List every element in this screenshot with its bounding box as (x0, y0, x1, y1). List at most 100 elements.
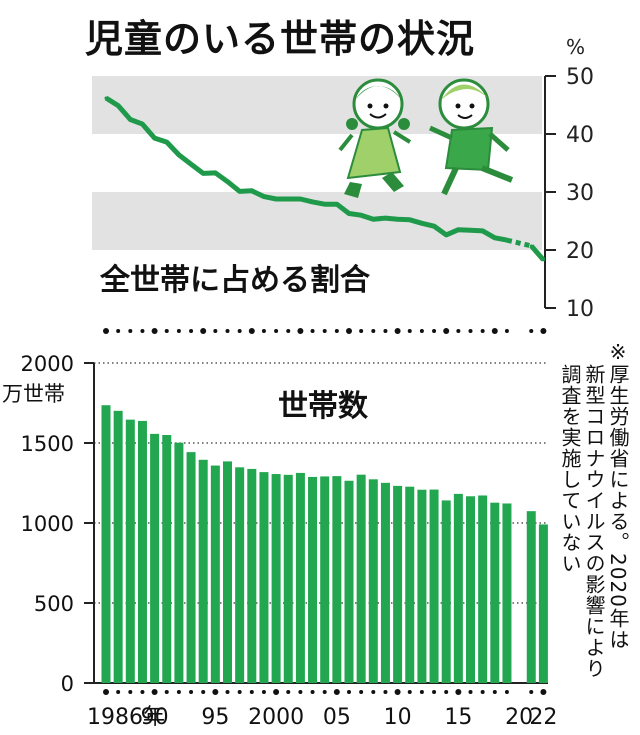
line-ytick-label: 40 (566, 123, 594, 148)
line-point (347, 211, 351, 215)
line-point (274, 197, 278, 201)
separator-dot (394, 328, 401, 334)
bar-chart-title: 世帯数 (278, 389, 369, 424)
bar-2000 (271, 474, 281, 683)
bar-ytick-label: 500 (34, 592, 74, 616)
line-point (311, 200, 315, 204)
separator-dot (504, 329, 509, 333)
separator-dot (359, 329, 364, 333)
bar-1995 (210, 465, 220, 683)
bar-1987 (113, 410, 123, 683)
line-point (541, 258, 545, 262)
bar-1994 (198, 459, 208, 683)
bar-2019 (502, 503, 512, 683)
separator-dot (237, 329, 242, 333)
bar-2021 (526, 511, 536, 683)
line-point (177, 153, 181, 157)
x-axis-dot (189, 690, 194, 694)
bar-1992 (174, 442, 184, 683)
x-tick-label: 22 (529, 705, 557, 730)
separator-dot (383, 329, 388, 333)
line-point (481, 229, 485, 233)
separator-dot (274, 329, 279, 333)
x-axis-dot (419, 690, 424, 694)
line-ytick-label: 30 (566, 181, 594, 206)
bar-2005 (332, 476, 342, 683)
bar-2008 (368, 479, 378, 683)
x-axis-dot (504, 690, 509, 694)
separator-dot (140, 329, 145, 333)
separator-dot (468, 329, 473, 333)
girl-illustration (338, 78, 412, 198)
x-axis-dot (176, 690, 181, 694)
separator-dot (248, 328, 255, 334)
bar-2004 (320, 476, 330, 683)
x-tick-label: 95 (201, 705, 229, 730)
x-axis-dot (492, 690, 497, 694)
line-point (359, 213, 363, 217)
x-axis-dot (407, 690, 412, 694)
x-tick-label: 05 (323, 705, 351, 730)
separator-dot (346, 328, 352, 334)
bar-ytick-label: 2000 (21, 352, 74, 376)
separator-dot (456, 329, 461, 333)
bar-1988 (125, 419, 135, 683)
line-point (298, 197, 302, 201)
bar-2002 (295, 472, 305, 683)
bar-1998 (247, 468, 257, 683)
x-axis-dot (322, 690, 327, 694)
separator-dot (529, 329, 534, 333)
separator-dot (128, 329, 133, 333)
bar-1989 (137, 420, 147, 683)
page-title: 児童のいる世帯の状況 (84, 17, 475, 61)
separator-dot (261, 329, 266, 333)
x-axis-dot (261, 690, 266, 694)
line-point (396, 217, 400, 221)
bar-2013 (429, 489, 439, 683)
separator-dot (151, 328, 158, 334)
separator-dot (310, 329, 315, 333)
x-axis-dot (444, 690, 449, 694)
line-point (444, 233, 448, 237)
bar-ytick-label: 0 (61, 672, 74, 696)
x-axis-dot (237, 690, 242, 694)
line-chart-title: 全世帯に占める割合 (99, 263, 370, 298)
separator-dot (443, 328, 450, 334)
line-point (201, 171, 205, 175)
line-point (383, 216, 387, 220)
x-axis-dot (128, 690, 133, 694)
line-point (456, 228, 460, 232)
separator-dot (189, 329, 194, 333)
line-gap-2020 (506, 237, 532, 249)
bar-2022 (538, 524, 548, 683)
separator-dot (322, 329, 327, 333)
bar-2001 (283, 474, 293, 683)
panel-separator (103, 328, 547, 334)
line-point (238, 189, 242, 193)
line-point (432, 224, 436, 228)
line-point (128, 118, 132, 121)
x-axis-dot (273, 689, 280, 695)
bar-2017 (478, 495, 488, 683)
x-tick-label: 10 (384, 705, 412, 730)
bar-2018 (490, 502, 500, 683)
bar-2015 (453, 493, 463, 683)
bar-1999 (259, 472, 269, 683)
line-point (262, 195, 266, 199)
bar-1996 (223, 461, 232, 683)
bar-ytick-label: 1500 (21, 432, 74, 456)
separator-dot (480, 329, 485, 333)
line-point (165, 140, 169, 144)
bar-1997 (235, 467, 245, 683)
line-point (104, 96, 108, 100)
x-axis-dot (225, 690, 230, 694)
x-axis-dot (140, 690, 145, 694)
separator-dot (297, 328, 304, 334)
x-axis-dot (201, 690, 206, 694)
line-point (335, 202, 339, 206)
separator-dot (164, 329, 169, 333)
line-point (529, 244, 533, 248)
separator-dot (116, 329, 121, 333)
separator-dot (432, 329, 437, 333)
